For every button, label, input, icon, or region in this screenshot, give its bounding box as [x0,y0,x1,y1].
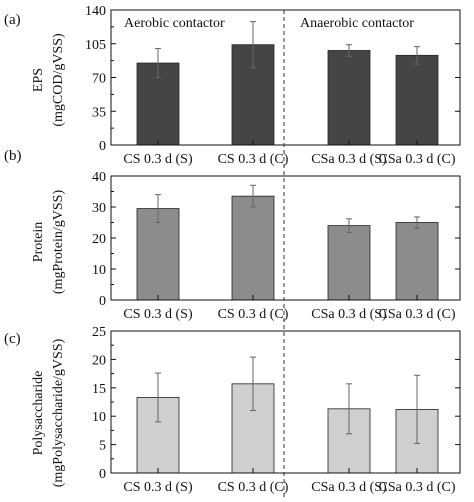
y-axis-title-line2: (mgProtein/gVSS) [51,190,66,295]
y-tick-label: 30 [92,201,106,216]
panel-b: (b) Protein (mgProtein/gVSS) 0 10 20 30 40 CS… [4,148,461,322]
y-axis-title-line1: EPS [31,68,46,92]
x-tick-label: CS 0.3 d (S) [123,307,193,322]
y-tick-label: 105 [85,38,106,53]
x-tick-label: CSa 0.3 d (C) [379,152,456,167]
x-tick-label: CS 0.3 d (S) [123,480,193,495]
bar-3 [327,225,371,301]
y-tick-label: 15 [92,382,106,397]
x-tick-label: CS 0.3 d (C) [218,480,289,495]
y-tick-label: 10 [92,263,106,278]
x-tick-label: CS 0.3 d (S) [123,152,193,167]
y-tick-label: 40 [92,170,106,185]
y-tick-label: 25 [92,325,106,340]
y-tick-label: 0 [99,139,106,154]
y-tick-label: 70 [92,72,106,87]
annotation-anaerobic: Anaerobic contactor [300,16,414,31]
bar-4 [395,222,439,301]
y-axis-title-line2: (mgCOD/gVSS) [51,33,66,127]
panel-label: (c) [4,331,21,347]
y-tick-label: 140 [85,4,106,19]
bar-2 [231,195,275,301]
panel-a: (a) EPS (mgCOD/gVSS) Aerobic contactor A… [4,4,461,167]
y-axis-title-line1: Protein [31,222,46,262]
x-tick-label: CSa 0.3 d (S) [311,152,387,167]
panel-label: (a) [4,12,21,28]
annotation-aerobic: Aerobic contactor [124,16,225,31]
y-tick-label: 5 [99,439,106,454]
x-tick-label: CSa 0.3 d (S) [311,480,387,495]
y-tick-label: 35 [92,105,106,120]
panel-c: (c) Polysaccharide (mgPolysaccharide/gVS… [4,325,461,495]
y-tick-label: 10 [92,410,106,425]
bar-3 [327,50,371,146]
panel-label: (b) [4,148,22,164]
y-axis-title-line1: Polysaccharide [31,371,46,456]
bar-4 [395,54,439,146]
y-axis-title-line2: (mgPolysaccharide/gVSS) [51,338,66,487]
x-tick-label: CSa 0.3 d (C) [379,307,456,322]
x-tick-label: CS 0.3 d (C) [218,152,289,167]
y-tick-label: 20 [92,353,106,368]
x-tick-label: CS 0.3 d (C) [218,307,289,322]
bar-1 [136,208,180,301]
y-tick-label: 20 [92,232,106,247]
x-tick-label: CSa 0.3 d (S) [311,307,387,322]
y-tick-label: 0 [99,467,106,482]
y-tick-label: 0 [99,294,106,309]
x-tick-label: CSa 0.3 d (C) [379,480,456,495]
